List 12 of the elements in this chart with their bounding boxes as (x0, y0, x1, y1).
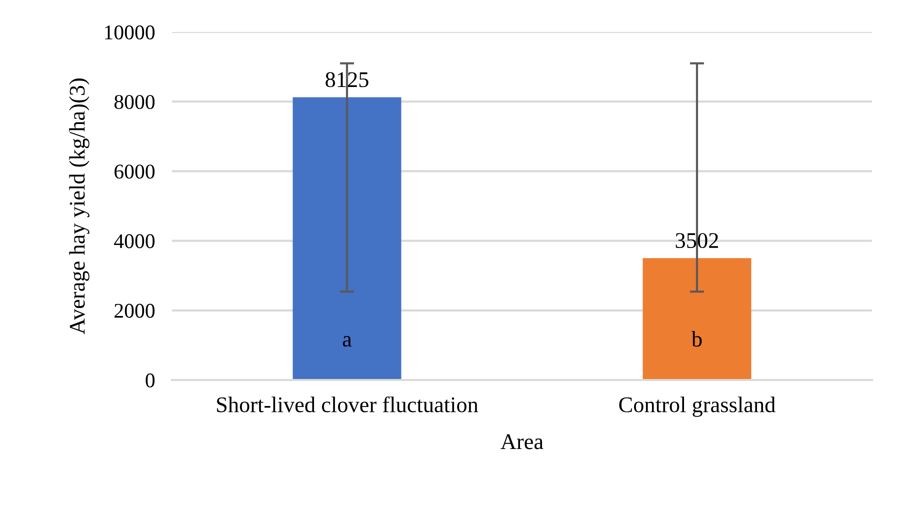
y-axis-title: Average hay yield (kg/ha)(3) (69, 78, 90, 334)
y-tick-label: 6000 (114, 164, 155, 179)
annotation: a (342, 336, 352, 347)
y-tick-label: 2000 (114, 304, 155, 318)
x-tick-label: Short-lived clover fluctuation (217, 396, 478, 412)
x-tick-label: Control grassland (619, 396, 776, 417)
y-tick-label: 0 (146, 373, 155, 388)
y-tick-label: 4000 (114, 234, 155, 248)
x-axis-title: Area (500, 434, 544, 450)
y-tick-label: 10000 (105, 25, 155, 40)
y-tick-label: 8000 (114, 94, 155, 110)
annotation: b (691, 331, 702, 347)
